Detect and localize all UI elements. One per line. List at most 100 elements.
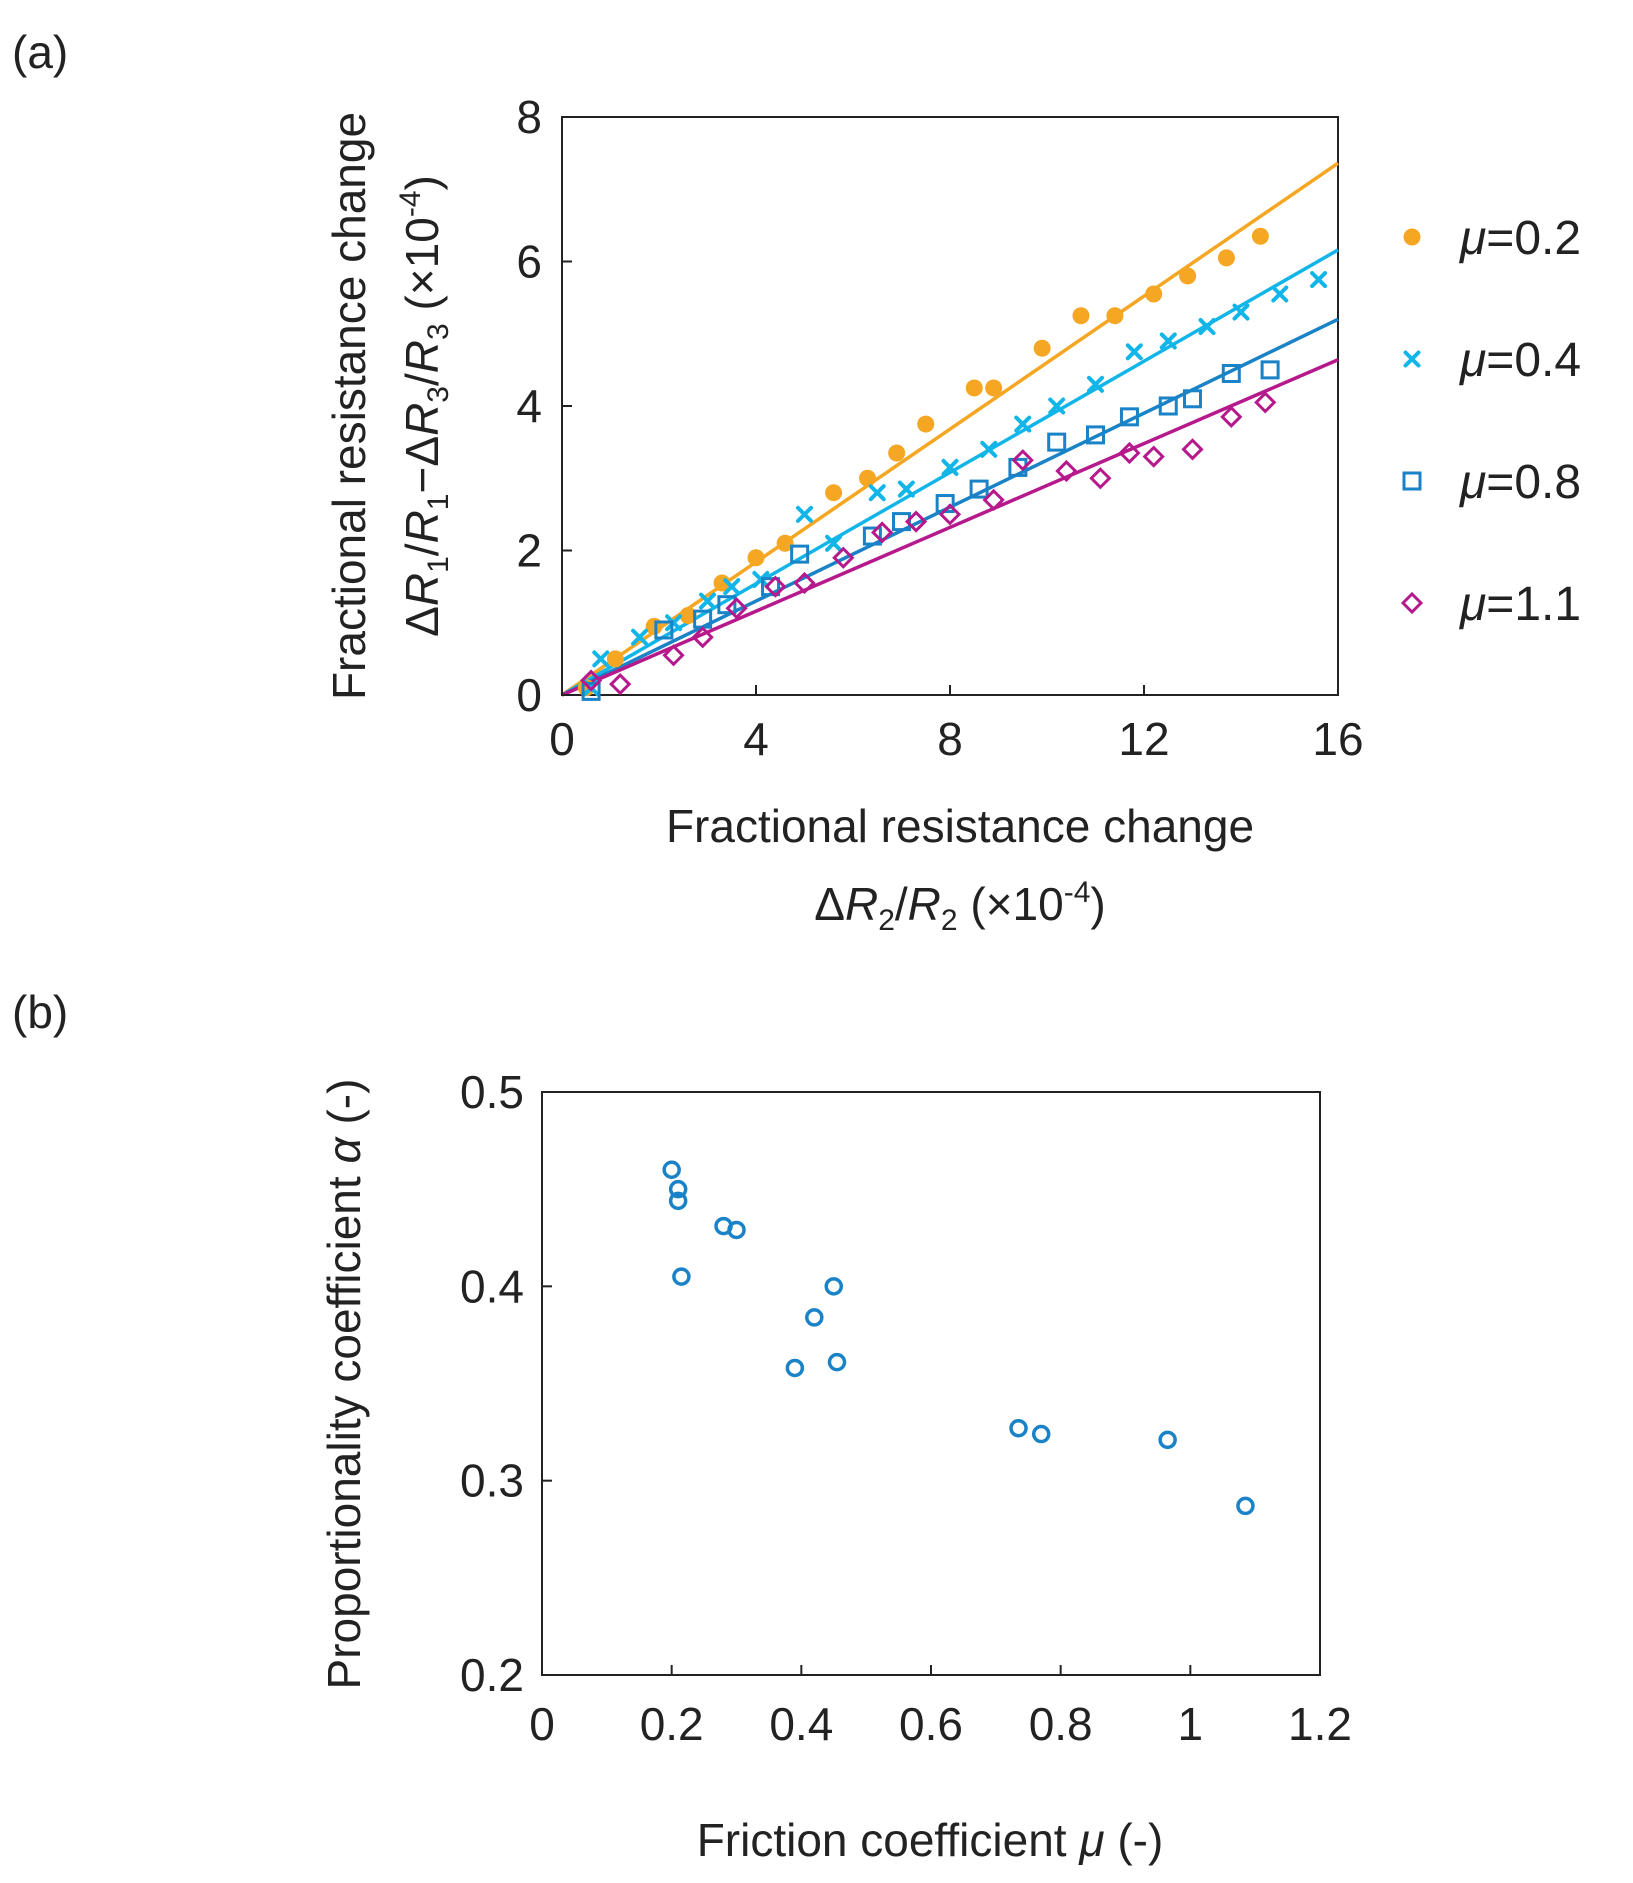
data-point-alpha: [672, 1267, 691, 1286]
panel-a-y-tick-label: 8: [516, 91, 542, 143]
panel-b-x-tick-label: 0.8: [1029, 1698, 1093, 1750]
data-point-mu11: [982, 488, 1005, 512]
data-point-mu08: [717, 595, 737, 615]
panel-b-y-tick-label: 0.4: [460, 1260, 524, 1312]
data-point-mu02: [965, 379, 983, 397]
data-point-mu04: [752, 570, 770, 588]
data-point-mu04: [1198, 318, 1216, 336]
data-point-mu04: [1087, 375, 1104, 393]
data-point-mu11: [1118, 441, 1141, 465]
data-point-mu02: [1251, 227, 1269, 245]
data-point-mu04: [1159, 332, 1177, 350]
data-point-mu11: [764, 575, 787, 598]
panel-b-label: (b): [12, 986, 68, 1038]
data-point-mu02: [1179, 267, 1197, 285]
panel-a-y-axis-label-line2: ΔR1/R1−ΔR3/R3 (×10-4): [394, 175, 455, 637]
panel-a-x-ticks: 0 4 8 12 16: [549, 685, 1364, 765]
panel-a-y-tick-label: 2: [516, 525, 542, 577]
panel-a-x-axis-label-line2: ΔR2/R2 (×10-4): [814, 876, 1106, 937]
data-point-mu11: [793, 571, 816, 595]
legend-marker-mu11: [1400, 591, 1424, 615]
data-point-mu11: [1254, 391, 1277, 414]
data-point-mu11: [832, 546, 855, 569]
data-point-mu11: [579, 669, 603, 692]
data-point-mu11: [938, 503, 962, 526]
data-point-mu04: [699, 592, 716, 610]
data-point-mu04: [1232, 303, 1250, 321]
panel-b-y-ticks: 0.2 0.3 0.4 0.5: [460, 1066, 552, 1701]
data-point-mu02: [606, 650, 624, 668]
data-point-mu11: [1055, 459, 1078, 483]
fit-line-mu11: [561, 358, 1339, 697]
data-point-mu04: [723, 578, 741, 596]
panel-a-y-ticks: 0 2 4 6 8: [516, 91, 572, 721]
panel-b-x-tick-label: 1.2: [1288, 1698, 1352, 1750]
legend-label-mu08: μ=0.8: [1458, 456, 1581, 509]
data-point-mu04: [1048, 397, 1066, 415]
data-point-mu02: [917, 415, 935, 433]
data-point-mu08: [862, 526, 882, 546]
data-point-alpha: [1158, 1430, 1177, 1450]
data-point-mu04: [592, 650, 610, 668]
panel-b-x-axis-label: Friction coefficient μ (-): [697, 1814, 1164, 1866]
data-point-mu08: [1047, 432, 1067, 452]
data-point-mu04: [1125, 343, 1143, 361]
data-point-alpha: [662, 1160, 681, 1179]
panel-a-x-tick-label: 16: [1312, 713, 1363, 765]
data-point-alpha: [1009, 1418, 1028, 1438]
panel-b-y-tick-label: 0.3: [460, 1455, 524, 1507]
data-point-mu04: [1310, 271, 1328, 289]
data-point-alpha: [668, 1191, 688, 1211]
data-point-mu04: [825, 534, 843, 552]
data-point-mu04: [1271, 285, 1289, 303]
panel-b-y-tick-label: 0.5: [460, 1066, 524, 1118]
panel-b-y-tick-label: 0.2: [460, 1649, 524, 1701]
panel-a-y-tick-label: 4: [516, 380, 542, 432]
data-point-mu08: [969, 479, 989, 499]
panel-b-markers: [662, 1160, 1255, 1516]
data-point-mu04: [796, 505, 813, 523]
data-point-alpha: [827, 1352, 847, 1372]
data-point-alpha: [668, 1179, 688, 1199]
data-point-mu02: [1145, 285, 1163, 303]
data-point-alpha: [727, 1220, 746, 1240]
data-point-mu02: [1106, 307, 1124, 325]
data-point-mu04: [897, 480, 915, 498]
data-point-alpha: [785, 1358, 805, 1378]
data-point-mu04: [868, 484, 886, 502]
legend-marker-mu08: [1402, 471, 1422, 491]
data-point-mu08: [1086, 425, 1105, 445]
data-point-mu08: [654, 620, 674, 640]
panel-b-plot-frame: [541, 1091, 1321, 1676]
data-point-mu02: [747, 549, 765, 567]
data-point-alpha: [1031, 1424, 1051, 1444]
data-point-mu11: [1142, 445, 1165, 468]
panel-a-label: (a): [12, 26, 68, 78]
data-point-mu11: [1181, 438, 1204, 461]
panel-a-markers: [577, 227, 1328, 701]
fit-line-mu02: [561, 161, 1339, 697]
data-point-mu11: [725, 597, 748, 620]
legend-marker-mu04: [1403, 350, 1421, 368]
data-point-alpha: [824, 1277, 843, 1296]
data-point-mu08: [892, 512, 911, 532]
legend-label-mu04: μ=0.4: [1458, 334, 1581, 387]
panel-a-x-axis-label-line1: Fractional resistance change: [666, 800, 1254, 852]
data-point-mu02: [776, 534, 794, 552]
data-point-mu08: [1260, 360, 1280, 380]
panel-a-y-axis-label-line1: Fractional resistance change: [323, 112, 375, 700]
panel-b-x-ticks: 0 0.2 0.4 0.6 0.8 1 1.2: [529, 1665, 1352, 1750]
legend-label-mu11: μ=1.1: [1458, 578, 1581, 631]
data-point-mu11: [609, 673, 632, 696]
data-point-mu08: [1119, 407, 1139, 427]
data-point-mu08: [761, 577, 781, 597]
data-point-mu02: [1033, 339, 1051, 357]
data-point-mu11: [1220, 405, 1243, 428]
data-point-mu11: [904, 510, 928, 533]
data-point-mu04: [631, 628, 649, 646]
data-point-mu02: [888, 444, 906, 462]
panel-a-legend: μ=0.2 μ=0.4 μ=0.8 μ=1.1: [1400, 212, 1581, 631]
panel-b-x-tick-label: 0.4: [769, 1698, 833, 1750]
data-point-mu08: [1183, 389, 1202, 409]
